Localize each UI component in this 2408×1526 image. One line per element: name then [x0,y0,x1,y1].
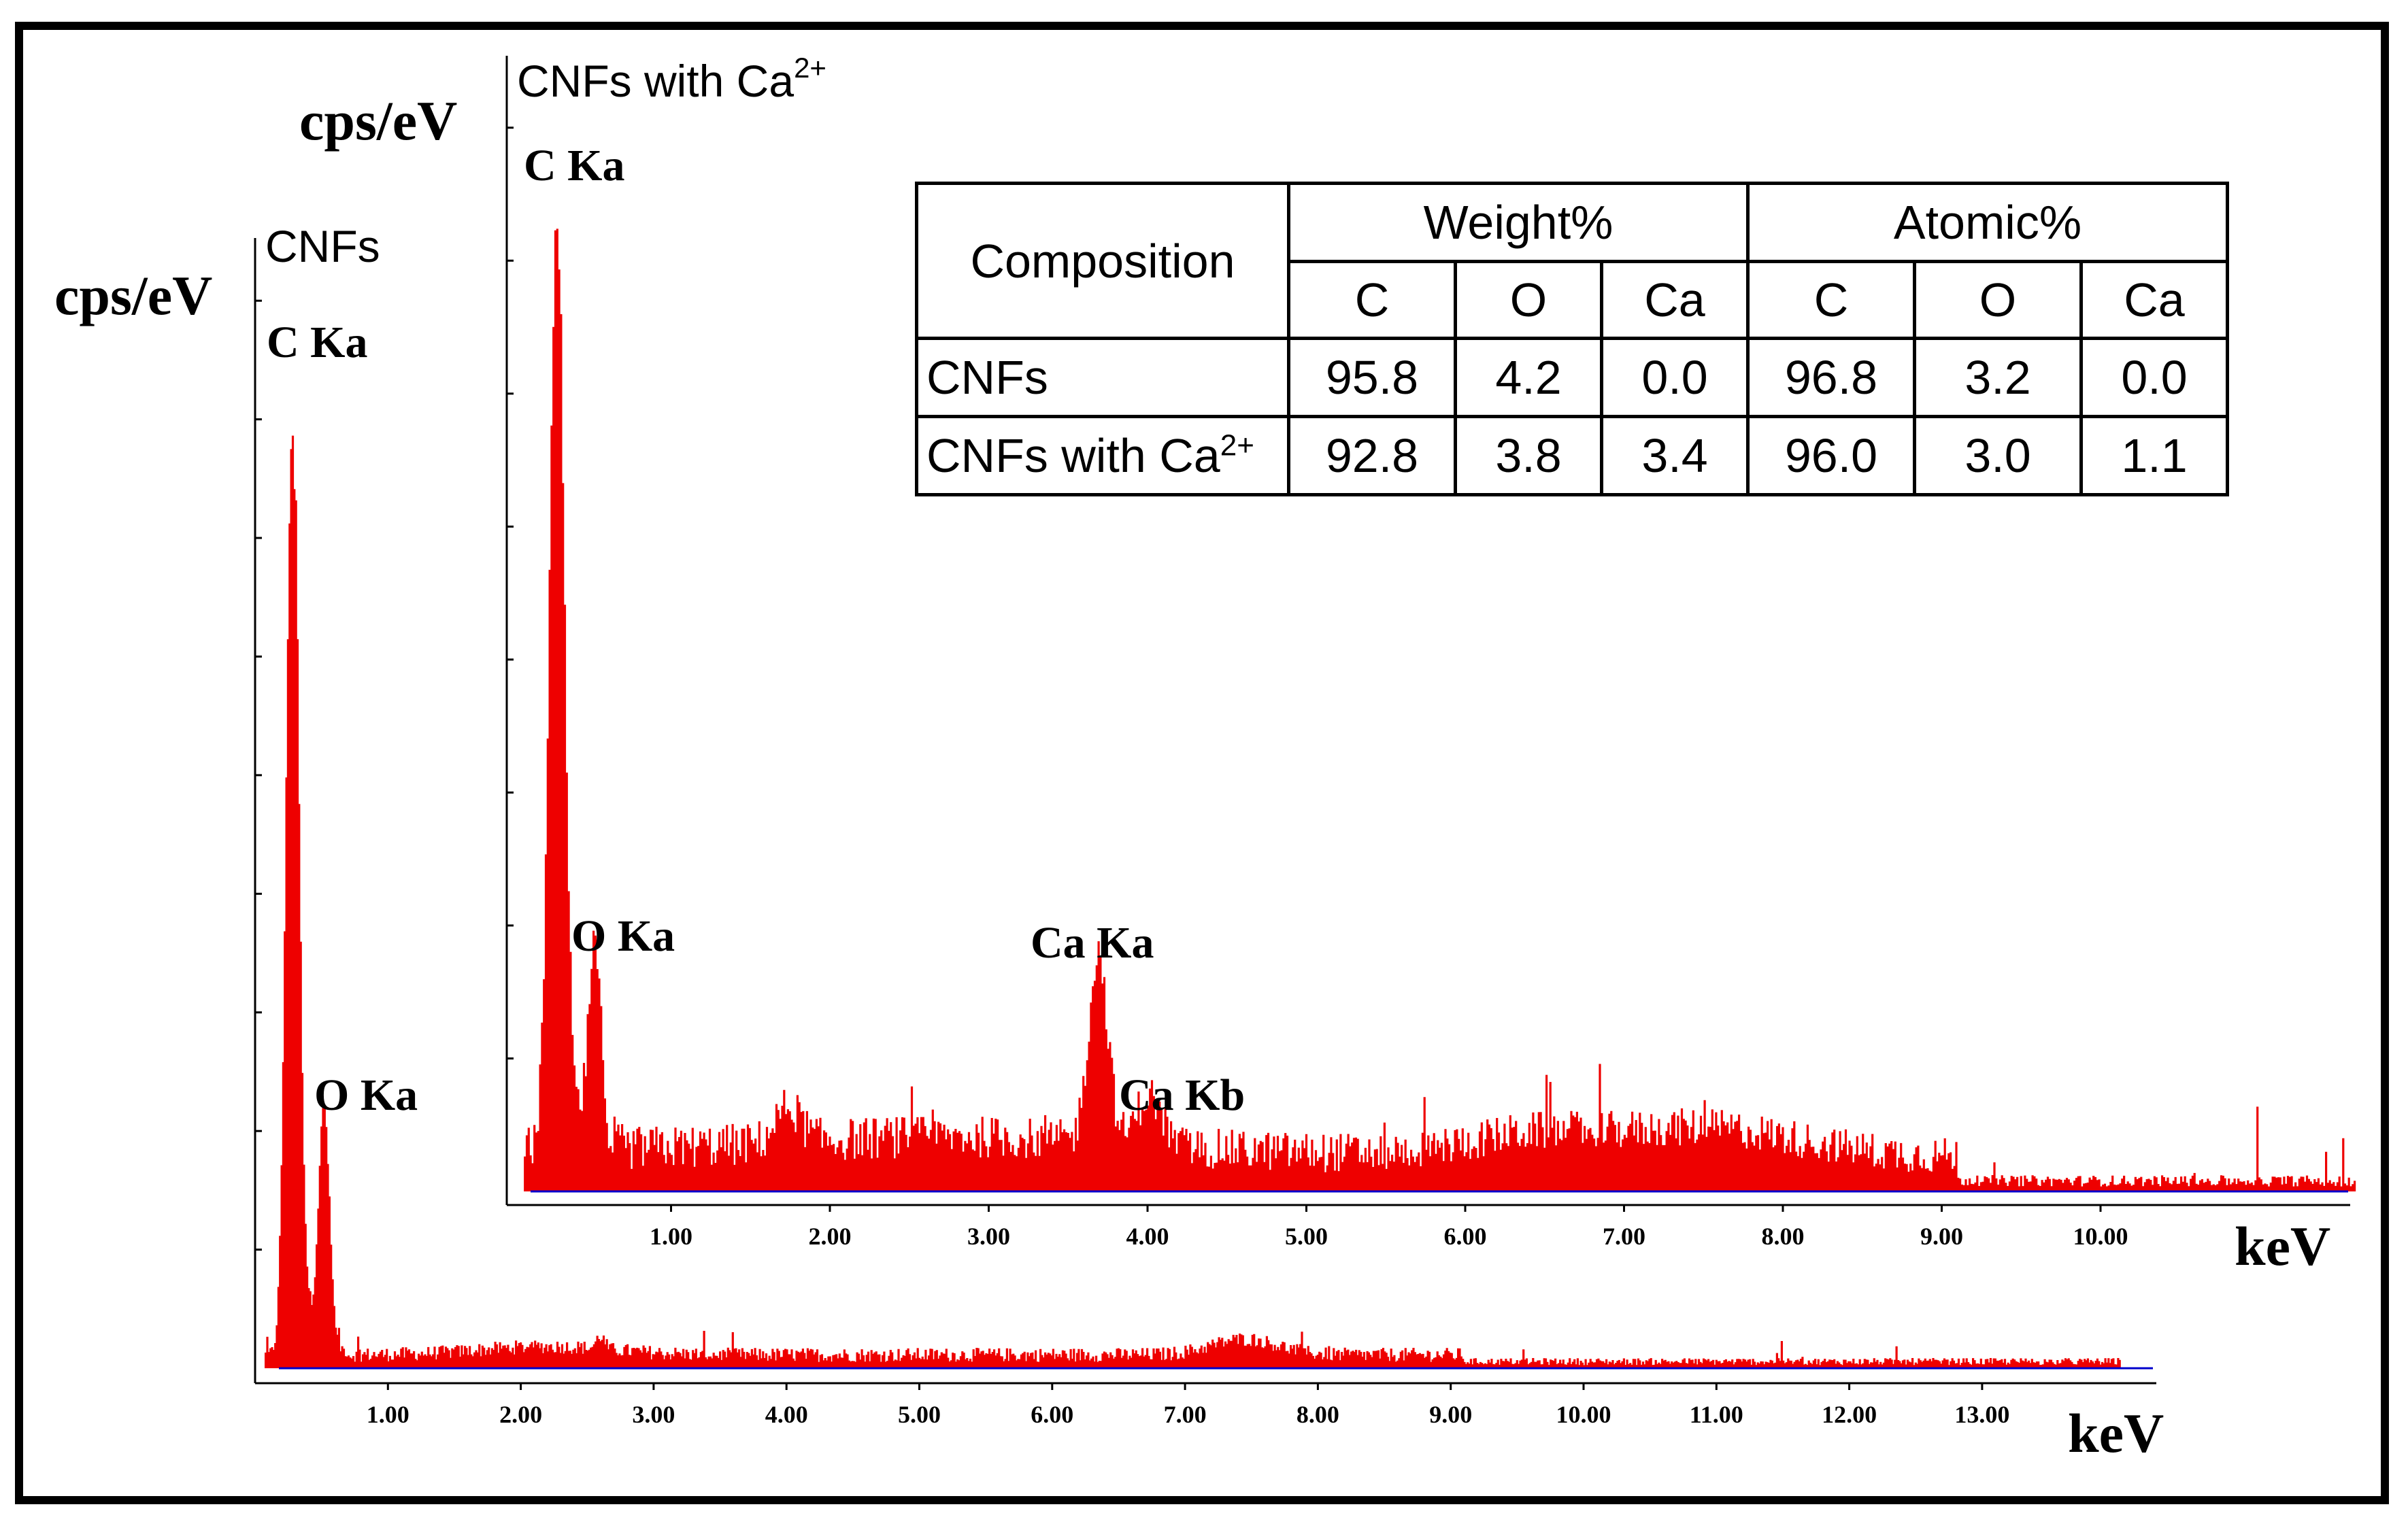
x-tick-label: 3.00 [632,1401,675,1428]
x-tick-label: 4.00 [1126,1223,1169,1250]
composition-table: Composition Weight% Atomic% C O Ca C O C… [915,182,2229,496]
cnfs-x-ticks: 1.00 2.00 3.00 4.00 5.00 6.00 7.00 8.00 9.00 10.0… [367,1383,2009,1428]
row-label-cnfs: CNFs [915,337,1290,418]
x-tick-label: 4.00 [765,1401,808,1428]
subheader-weight-o: O [1454,260,1603,340]
table-cell: 92.8 [1287,415,1457,496]
x-tick-label: 8.00 [1762,1223,1805,1250]
x-tick-label: 9.00 [1429,1401,1472,1428]
x-tick-label: 9.00 [1920,1223,1963,1250]
weight-group-header: Weight% [1287,182,1750,263]
table-cell: 3.2 [1913,337,2083,418]
table-cell: 3.4 [1600,415,1750,496]
subheader-weight-ca: Ca [1600,260,1750,340]
x-tick-label: 1.00 [650,1223,692,1250]
x-tick-label: 3.00 [967,1223,1010,1250]
cnfs-xlabel: keV [2068,1402,2164,1464]
x-tick-label: 2.00 [809,1223,852,1250]
cnfs-ca-y-ticks [507,126,514,1059]
cnfs-ylabel: cps/eV [54,265,212,326]
table-cell: 0.0 [1600,337,1750,418]
atomic-group-header: Atomic% [1746,182,2229,263]
cnfs-ca-x-ticks: 1.00 2.00 3.00 4.00 5.00 6.00 7.00 8.00 9.00 10.0… [650,1205,2128,1250]
x-tick-label: 6.00 [1031,1401,1073,1428]
cnfs-ca-title: CNFs with Ca2+ [517,52,826,106]
row-label-cnfs-ca: CNFs with Ca2+ [915,415,1290,496]
x-tick-label: 7.00 [1164,1401,1207,1428]
x-tick-label: 11.00 [1690,1401,1743,1428]
table-header-row: Composition Weight% Atomic% [915,182,2229,340]
x-tick-label: 2.00 [499,1401,542,1428]
table-subheader-row: C O Ca C O Ca [917,260,2229,340]
cnfs-ca-peak-label-c: C Ka [524,141,625,190]
cnfs-y-ticks [255,299,262,1251]
cnfs-ca-peak-label-cakb: Ca Kb [1119,1070,1245,1120]
x-tick-label: 10.00 [1556,1401,1611,1428]
cnfs-ca-ylabel: cps/eV [299,90,457,152]
spectrum-cnfs-ca: 1.00 2.00 3.00 4.00 5.00 6.00 7.00 8.00 9.00 10.0… [299,52,2356,1277]
table-cell: 3.0 [1913,415,2083,496]
x-tick-label: 10.00 [2073,1223,2128,1250]
cnfs-ca-peak-label-caka: Ca Ka [1031,918,1154,968]
table-cell: 3.8 [1454,415,1603,496]
table-row: CNFs 95.8 4.2 0.0 96.8 3.2 0.0 [915,337,2229,418]
cnfs-ca-title-sup: 2+ [794,52,826,84]
spectrum-series [524,228,2356,1191]
cnfs-peak-label-c: C Ka [267,318,368,367]
table-row: CNFs with Ca2+ 92.8 3.8 3.4 96.0 3.0 1.1 [915,415,2229,496]
table-cell: 95.8 [1287,337,1457,418]
table-cell: 4.2 [1454,337,1603,418]
x-tick-label: 5.00 [1285,1223,1328,1250]
table-cell: 96.0 [1746,415,1916,496]
x-tick-label: 6.00 [1444,1223,1487,1250]
cnfs-ca-peak-label-o: O Ka [571,911,675,961]
x-tick-label: 7.00 [1603,1223,1645,1250]
table-cell: 1.1 [2079,415,2229,496]
x-tick-label: 13.00 [1954,1401,2009,1428]
cnfs-spectrum-bars [265,435,2121,1368]
cnfs-ca-spectrum-bars [524,228,2356,1191]
cnfs-peak-label-o: O Ka [314,1070,418,1120]
spectrum-series [265,435,2121,1368]
subheader-atomic-c: C [1746,260,1916,340]
cnfs-ca-xlabel: keV [2235,1215,2330,1277]
x-tick-label: 5.00 [898,1401,941,1428]
x-tick-label: 1.00 [367,1401,409,1428]
subheader-atomic-o: O [1913,260,2083,340]
x-tick-label: 12.00 [1822,1401,1877,1428]
subheader-weight-c: C [1287,260,1457,340]
table-cell: 0.0 [2079,337,2229,418]
x-tick-label: 8.00 [1297,1401,1339,1428]
row-label-sup: 2+ [1220,428,1254,462]
subheader-atomic-ca: Ca [2079,260,2229,340]
table-cell: 96.8 [1746,337,1916,418]
table-corner-header: Composition [915,182,1290,340]
spectrum-cnfs: 1.00 2.00 3.00 4.00 5.00 6.00 7.00 8.00 9.00 10.0… [54,221,2164,1464]
cnfs-title: CNFs [265,221,380,271]
